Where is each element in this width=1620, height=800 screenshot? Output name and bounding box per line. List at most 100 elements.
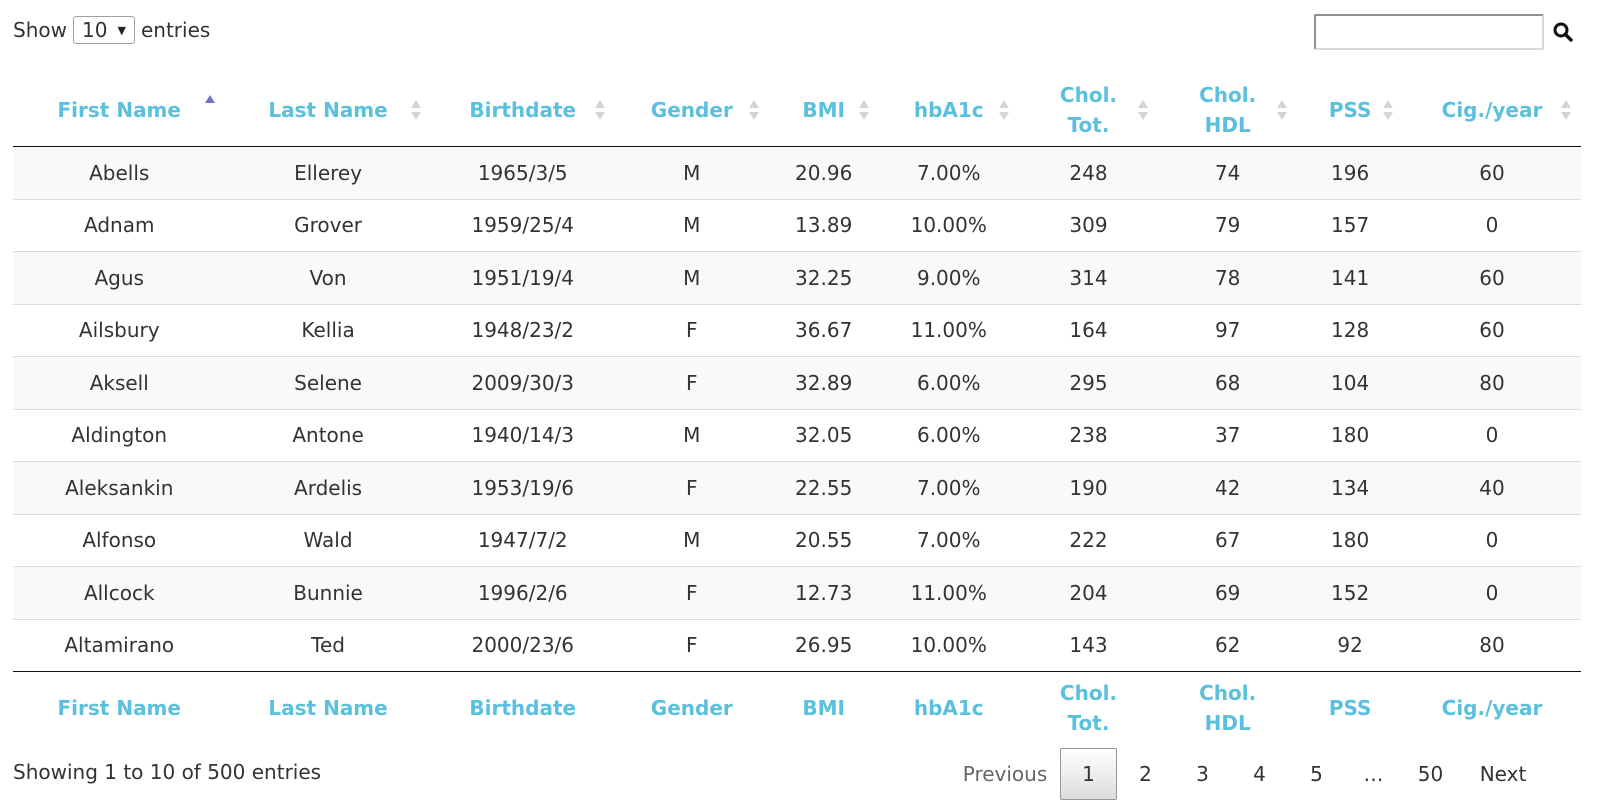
previous-button[interactable]: Previous bbox=[962, 762, 1048, 786]
table-cell: 104 bbox=[1297, 356, 1403, 409]
table-cell: Grover bbox=[225, 198, 431, 252]
sort-both-icon bbox=[1561, 99, 1571, 121]
table-cell: 78 bbox=[1158, 251, 1298, 304]
table-row: Aleksankin Ardelis 1953/19/6 F 22.55 7.00% 190… bbox=[13, 461, 1581, 514]
table-cell: 1940/14/3 bbox=[430, 408, 615, 462]
column-footer-cig-year: Cig./year bbox=[1403, 671, 1581, 744]
table-cell: 2000/23/6 bbox=[430, 618, 615, 672]
table-body: Abells Ellerey 1965/3/5 M 20.96 7.00% 248 74 196… bbox=[13, 146, 1581, 672]
column-header-chol-tot[interactable]: Chol. Tot. bbox=[1018, 74, 1159, 147]
column-header-chol-hdl[interactable]: Chol. HDL bbox=[1158, 74, 1298, 147]
column-header-pss[interactable]: PSS bbox=[1297, 74, 1403, 147]
table-cell: F bbox=[614, 303, 769, 357]
table-cell: 80 bbox=[1403, 356, 1581, 409]
table-cell: Ardelis bbox=[225, 461, 431, 514]
column-header-label: HDL bbox=[1204, 113, 1251, 137]
table-cell: 1959/25/4 bbox=[430, 198, 615, 252]
table-cell: F bbox=[614, 618, 769, 672]
sort-both-icon bbox=[748, 99, 759, 121]
table-cell: Altamirano bbox=[13, 618, 226, 672]
page-button-last[interactable]: 50 bbox=[1417, 762, 1444, 786]
table-cell: F bbox=[614, 461, 769, 514]
table-cell: 42 bbox=[1158, 461, 1298, 514]
column-header-label: hbA1c bbox=[913, 98, 984, 122]
table-cell: 204 bbox=[1018, 566, 1159, 619]
page-button-4[interactable]: 4 bbox=[1253, 762, 1266, 786]
table-cell: 143 bbox=[1018, 618, 1159, 672]
table-cell: 164 bbox=[1018, 303, 1159, 357]
column-header-label: Chol. bbox=[1199, 83, 1257, 107]
search-input[interactable] bbox=[1314, 14, 1544, 50]
table-cell: 309 bbox=[1018, 198, 1159, 252]
table-cell: 190 bbox=[1018, 461, 1159, 514]
column-footer-pss: PSS bbox=[1297, 671, 1403, 744]
column-header-label: PSS bbox=[1328, 98, 1372, 122]
table-cell: 26.95 bbox=[768, 618, 879, 672]
column-footer-label: HDL bbox=[1204, 711, 1251, 735]
table-cell: Antone bbox=[225, 408, 431, 462]
table-cell: 22.55 bbox=[768, 461, 879, 514]
column-footer-label: Chol. bbox=[1059, 681, 1118, 705]
column-header-last-name[interactable]: Last Name bbox=[225, 74, 431, 147]
page-button-1[interactable]: 1 bbox=[1060, 748, 1117, 800]
table-cell: F bbox=[614, 356, 769, 409]
column-header-label: First Name bbox=[57, 98, 181, 122]
table-cell: 60 bbox=[1403, 146, 1581, 199]
table-cell: Agus bbox=[13, 251, 226, 304]
table-footer: First Name Last Name Birthdate Gender BMI hbA… bbox=[13, 671, 1581, 744]
table-cell: 32.89 bbox=[768, 356, 879, 409]
column-header-cig-year[interactable]: Cig./year bbox=[1403, 74, 1581, 147]
table-cell: 40 bbox=[1403, 461, 1581, 514]
table-cell: 74 bbox=[1158, 146, 1298, 199]
table-cell: 11.00% bbox=[878, 303, 1019, 357]
sort-both-icon bbox=[1383, 99, 1393, 121]
table-row: Ailsbury Kellia 1948/23/2 F 36.67 11.00% 164 97… bbox=[13, 303, 1581, 357]
table-cell: 37 bbox=[1158, 408, 1298, 462]
column-header-label: Gender bbox=[650, 98, 733, 122]
table-row: Agus Von 1951/19/4 M 32.25 9.00% 314 78 141 60 bbox=[13, 251, 1581, 304]
table-row: Allcock Bunnie 1996/2/6 F 12.73 11.00% 204 69 15… bbox=[13, 566, 1581, 619]
column-footer-label: Birthdate bbox=[469, 696, 577, 720]
pagination: Previous 1 2 3 4 5 … 50 Next bbox=[950, 748, 1547, 800]
column-footer-label: hbA1c bbox=[913, 696, 984, 720]
table-cell: 1953/19/6 bbox=[430, 461, 615, 514]
table-cell: 97 bbox=[1158, 303, 1298, 357]
table-row: Altamirano Ted 2000/23/6 F 26.95 10.00% 143 62 9… bbox=[13, 618, 1581, 672]
sort-both-icon bbox=[410, 99, 421, 121]
column-header-gender[interactable]: Gender bbox=[614, 74, 769, 147]
table-cell: 1951/19/4 bbox=[430, 251, 615, 304]
table-cell: 1947/7/2 bbox=[430, 513, 615, 567]
table-cell: Bunnie bbox=[225, 566, 431, 619]
table-cell: 80 bbox=[1403, 618, 1581, 672]
table-cell: 134 bbox=[1297, 461, 1403, 514]
column-footer-hba1c: hbA1c bbox=[878, 671, 1019, 744]
column-header-bmi[interactable]: BMI bbox=[768, 74, 879, 147]
table-cell: Aksell bbox=[13, 356, 226, 409]
table-cell: Kellia bbox=[225, 303, 431, 357]
table-cell: 1996/2/6 bbox=[430, 566, 615, 619]
entries-per-page-select[interactable]: 10 ▼ bbox=[72, 16, 135, 44]
search-icon[interactable] bbox=[1552, 21, 1574, 43]
table-cell: 238 bbox=[1018, 408, 1159, 462]
length-control: Show 10 ▼ entries bbox=[13, 16, 210, 44]
table-cell: 20.96 bbox=[768, 146, 879, 199]
next-button[interactable]: Next bbox=[1479, 762, 1527, 786]
page-button-5[interactable]: 5 bbox=[1310, 762, 1323, 786]
page-button-2[interactable]: 2 bbox=[1139, 762, 1152, 786]
table-cell: Adnam bbox=[13, 198, 226, 252]
table-cell: 222 bbox=[1018, 513, 1159, 567]
table-cell: 152 bbox=[1297, 566, 1403, 619]
table-row: Aksell Selene 2009/30/3 F 32.89 6.00% 295 68 104… bbox=[13, 356, 1581, 409]
page-button-3[interactable]: 3 bbox=[1196, 762, 1209, 786]
sort-both-icon bbox=[858, 99, 869, 121]
table-cell: 180 bbox=[1297, 408, 1403, 462]
column-header-hba1c[interactable]: hbA1c bbox=[878, 74, 1019, 147]
table-cell: 20.55 bbox=[768, 513, 879, 567]
table-cell: M bbox=[614, 408, 769, 462]
column-header-label: Birthdate bbox=[469, 98, 577, 122]
column-header-first-name[interactable]: First Name bbox=[13, 74, 226, 147]
column-header-birthdate[interactable]: Birthdate bbox=[430, 74, 615, 147]
table-row: Alfonso Wald 1947/7/2 M 20.55 7.00% 222 67 180 0 bbox=[13, 513, 1581, 567]
column-header-label: Cig./year bbox=[1441, 98, 1543, 122]
table-cell: 0 bbox=[1403, 198, 1581, 252]
